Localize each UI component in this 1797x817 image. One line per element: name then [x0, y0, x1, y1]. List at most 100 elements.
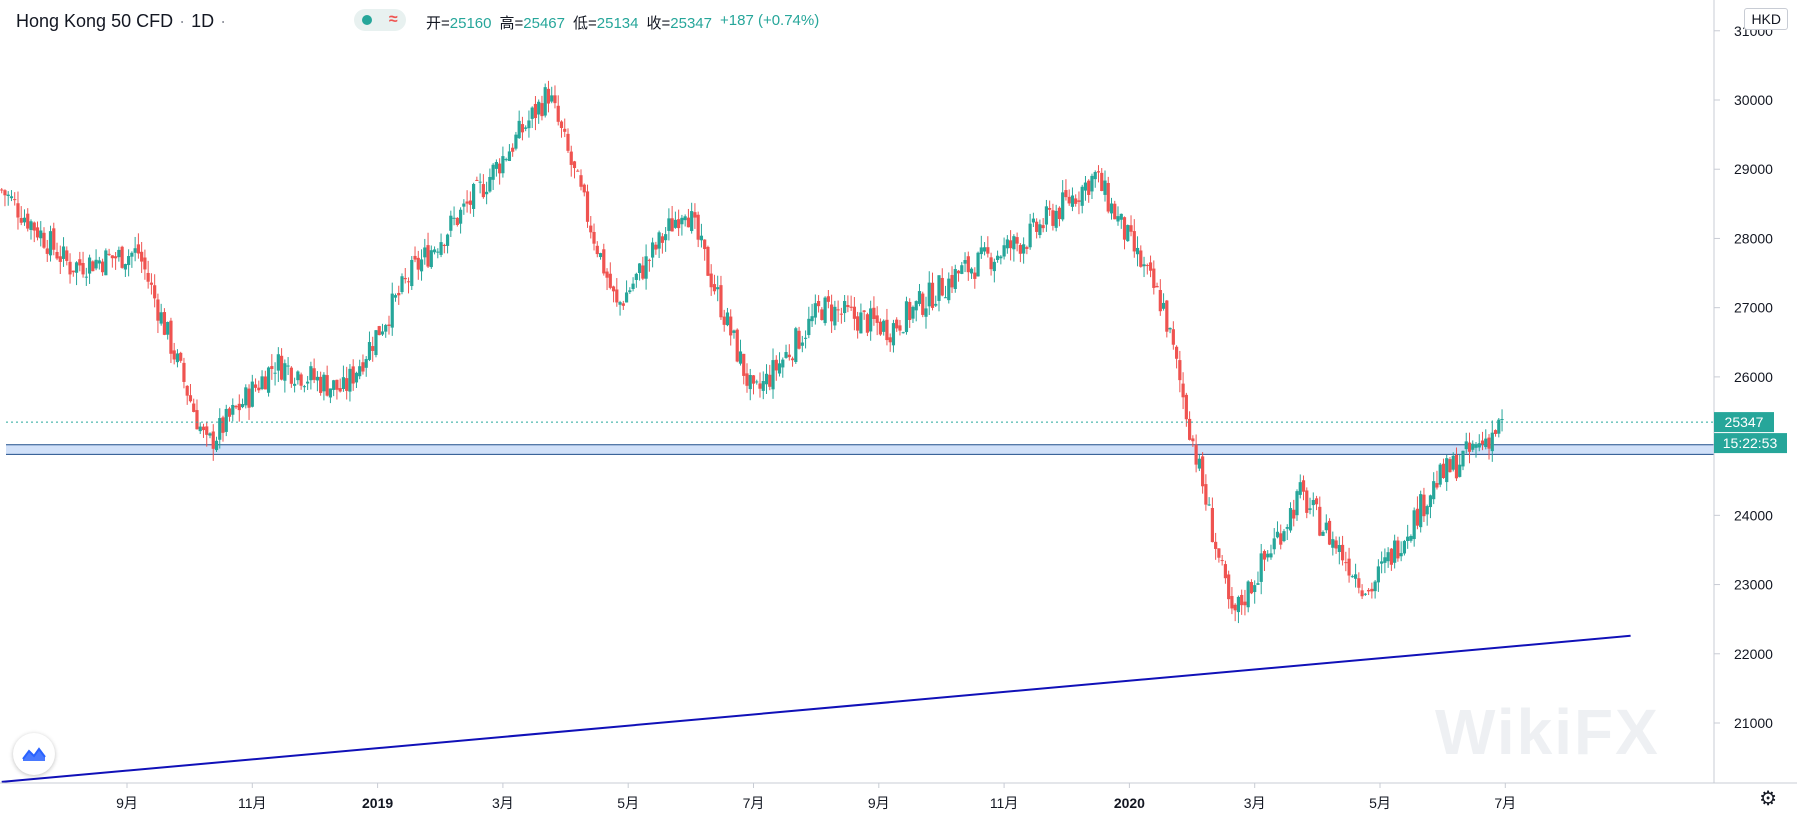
candle-up	[175, 349, 180, 368]
candle-up	[833, 300, 837, 331]
candle-body	[921, 293, 925, 315]
candle-body	[908, 301, 912, 320]
candle-down	[345, 366, 349, 400]
candle-body	[1461, 450, 1465, 467]
candle-down	[533, 96, 538, 131]
candle-body	[1168, 327, 1172, 330]
symbol-name[interactable]: Hong Kong 50 CFD	[16, 10, 174, 31]
gear-icon[interactable]: ⚙	[1759, 788, 1777, 810]
candle-body	[403, 277, 407, 280]
candle-body	[1275, 531, 1280, 538]
candle-down	[1100, 168, 1104, 192]
candle-up	[198, 422, 202, 434]
candle-down	[641, 256, 645, 281]
candle-body	[891, 323, 896, 346]
candle-up	[624, 280, 629, 303]
last-price-label: 25347	[1725, 414, 1764, 430]
candle-up	[800, 335, 804, 353]
candle-body	[1373, 581, 1377, 592]
candle-down	[956, 269, 961, 282]
candle-body	[1477, 443, 1481, 448]
candle-body	[387, 324, 391, 326]
candle-down	[172, 342, 176, 365]
candle-down	[585, 184, 590, 228]
candle-up	[1458, 454, 1462, 478]
candle-body	[328, 388, 333, 398]
candle-body	[58, 256, 62, 262]
candle-body	[224, 408, 228, 432]
interval-label[interactable]: 1D	[191, 10, 215, 31]
candle-body	[546, 88, 551, 104]
candle-up	[882, 319, 886, 336]
candle-body	[803, 337, 808, 339]
candle-down	[221, 415, 225, 442]
candle-body	[13, 199, 17, 201]
candle-body	[293, 383, 297, 386]
candle-body	[1253, 585, 1257, 593]
candle-up	[859, 303, 863, 334]
candle-body	[182, 362, 186, 382]
candle-up	[419, 249, 424, 281]
candle-body	[748, 374, 752, 390]
candle-body	[1188, 418, 1192, 440]
candle-body	[1340, 544, 1345, 561]
candle-body	[306, 381, 310, 384]
candle-body	[87, 257, 92, 274]
candle-body	[1295, 491, 1299, 516]
candle-body	[468, 200, 472, 205]
candle-up	[231, 398, 235, 422]
candle-up	[1350, 574, 1354, 578]
candle-down	[621, 300, 625, 310]
candle-body	[1383, 557, 1387, 563]
candle-down	[836, 300, 840, 322]
candle-up	[501, 146, 505, 178]
candle-body	[143, 257, 147, 270]
candle-up	[1080, 184, 1084, 214]
candle-up	[794, 326, 798, 364]
candle-body	[0, 189, 4, 191]
chart-logo-button[interactable]	[13, 733, 55, 775]
candle-body	[1064, 190, 1068, 198]
candle-body	[856, 316, 860, 331]
candle-down	[413, 246, 417, 263]
candle-body	[1285, 527, 1289, 529]
time-tick-label: 3月	[492, 795, 514, 811]
candle-body	[624, 292, 629, 303]
ohlc-low: 低=25134	[573, 15, 639, 32]
candle-body	[455, 217, 459, 226]
candle-down	[58, 245, 62, 274]
candle-up	[1135, 236, 1140, 267]
candle-body	[1435, 483, 1439, 488]
symbol-legend: Hong Kong 50 CFD · 1D ·	[16, 8, 232, 34]
candle-body	[1087, 180, 1091, 195]
candle-body	[563, 128, 567, 132]
candle-down	[1347, 547, 1351, 583]
candle-up	[1266, 550, 1270, 562]
candle-up	[843, 295, 847, 323]
candle-body	[276, 354, 280, 371]
candle-down	[1305, 487, 1309, 519]
candle-down	[1480, 431, 1485, 451]
candle-up	[1295, 489, 1299, 521]
candle-body	[319, 376, 323, 393]
candle-body	[917, 291, 922, 304]
candle-up	[166, 321, 170, 340]
candle-up	[784, 344, 788, 359]
candle-body	[452, 217, 456, 219]
price-axis: 2100022000230002400025000260002700028000…	[6, 0, 1787, 783]
candle-body	[514, 134, 518, 149]
candle-body	[914, 301, 918, 311]
market-status-pill[interactable]: ≈	[354, 9, 406, 31]
candle-body	[1422, 494, 1426, 517]
separator: ·	[220, 10, 227, 31]
candle-down	[1171, 321, 1175, 350]
candle-body	[602, 249, 606, 274]
candle-down	[416, 250, 420, 280]
currency-button[interactable]: HKD	[1744, 8, 1788, 30]
candle-body	[1217, 548, 1221, 558]
candle-up	[1497, 417, 1501, 438]
candle-up	[1298, 474, 1302, 499]
candle-body	[595, 245, 599, 255]
candle-up	[358, 359, 362, 380]
